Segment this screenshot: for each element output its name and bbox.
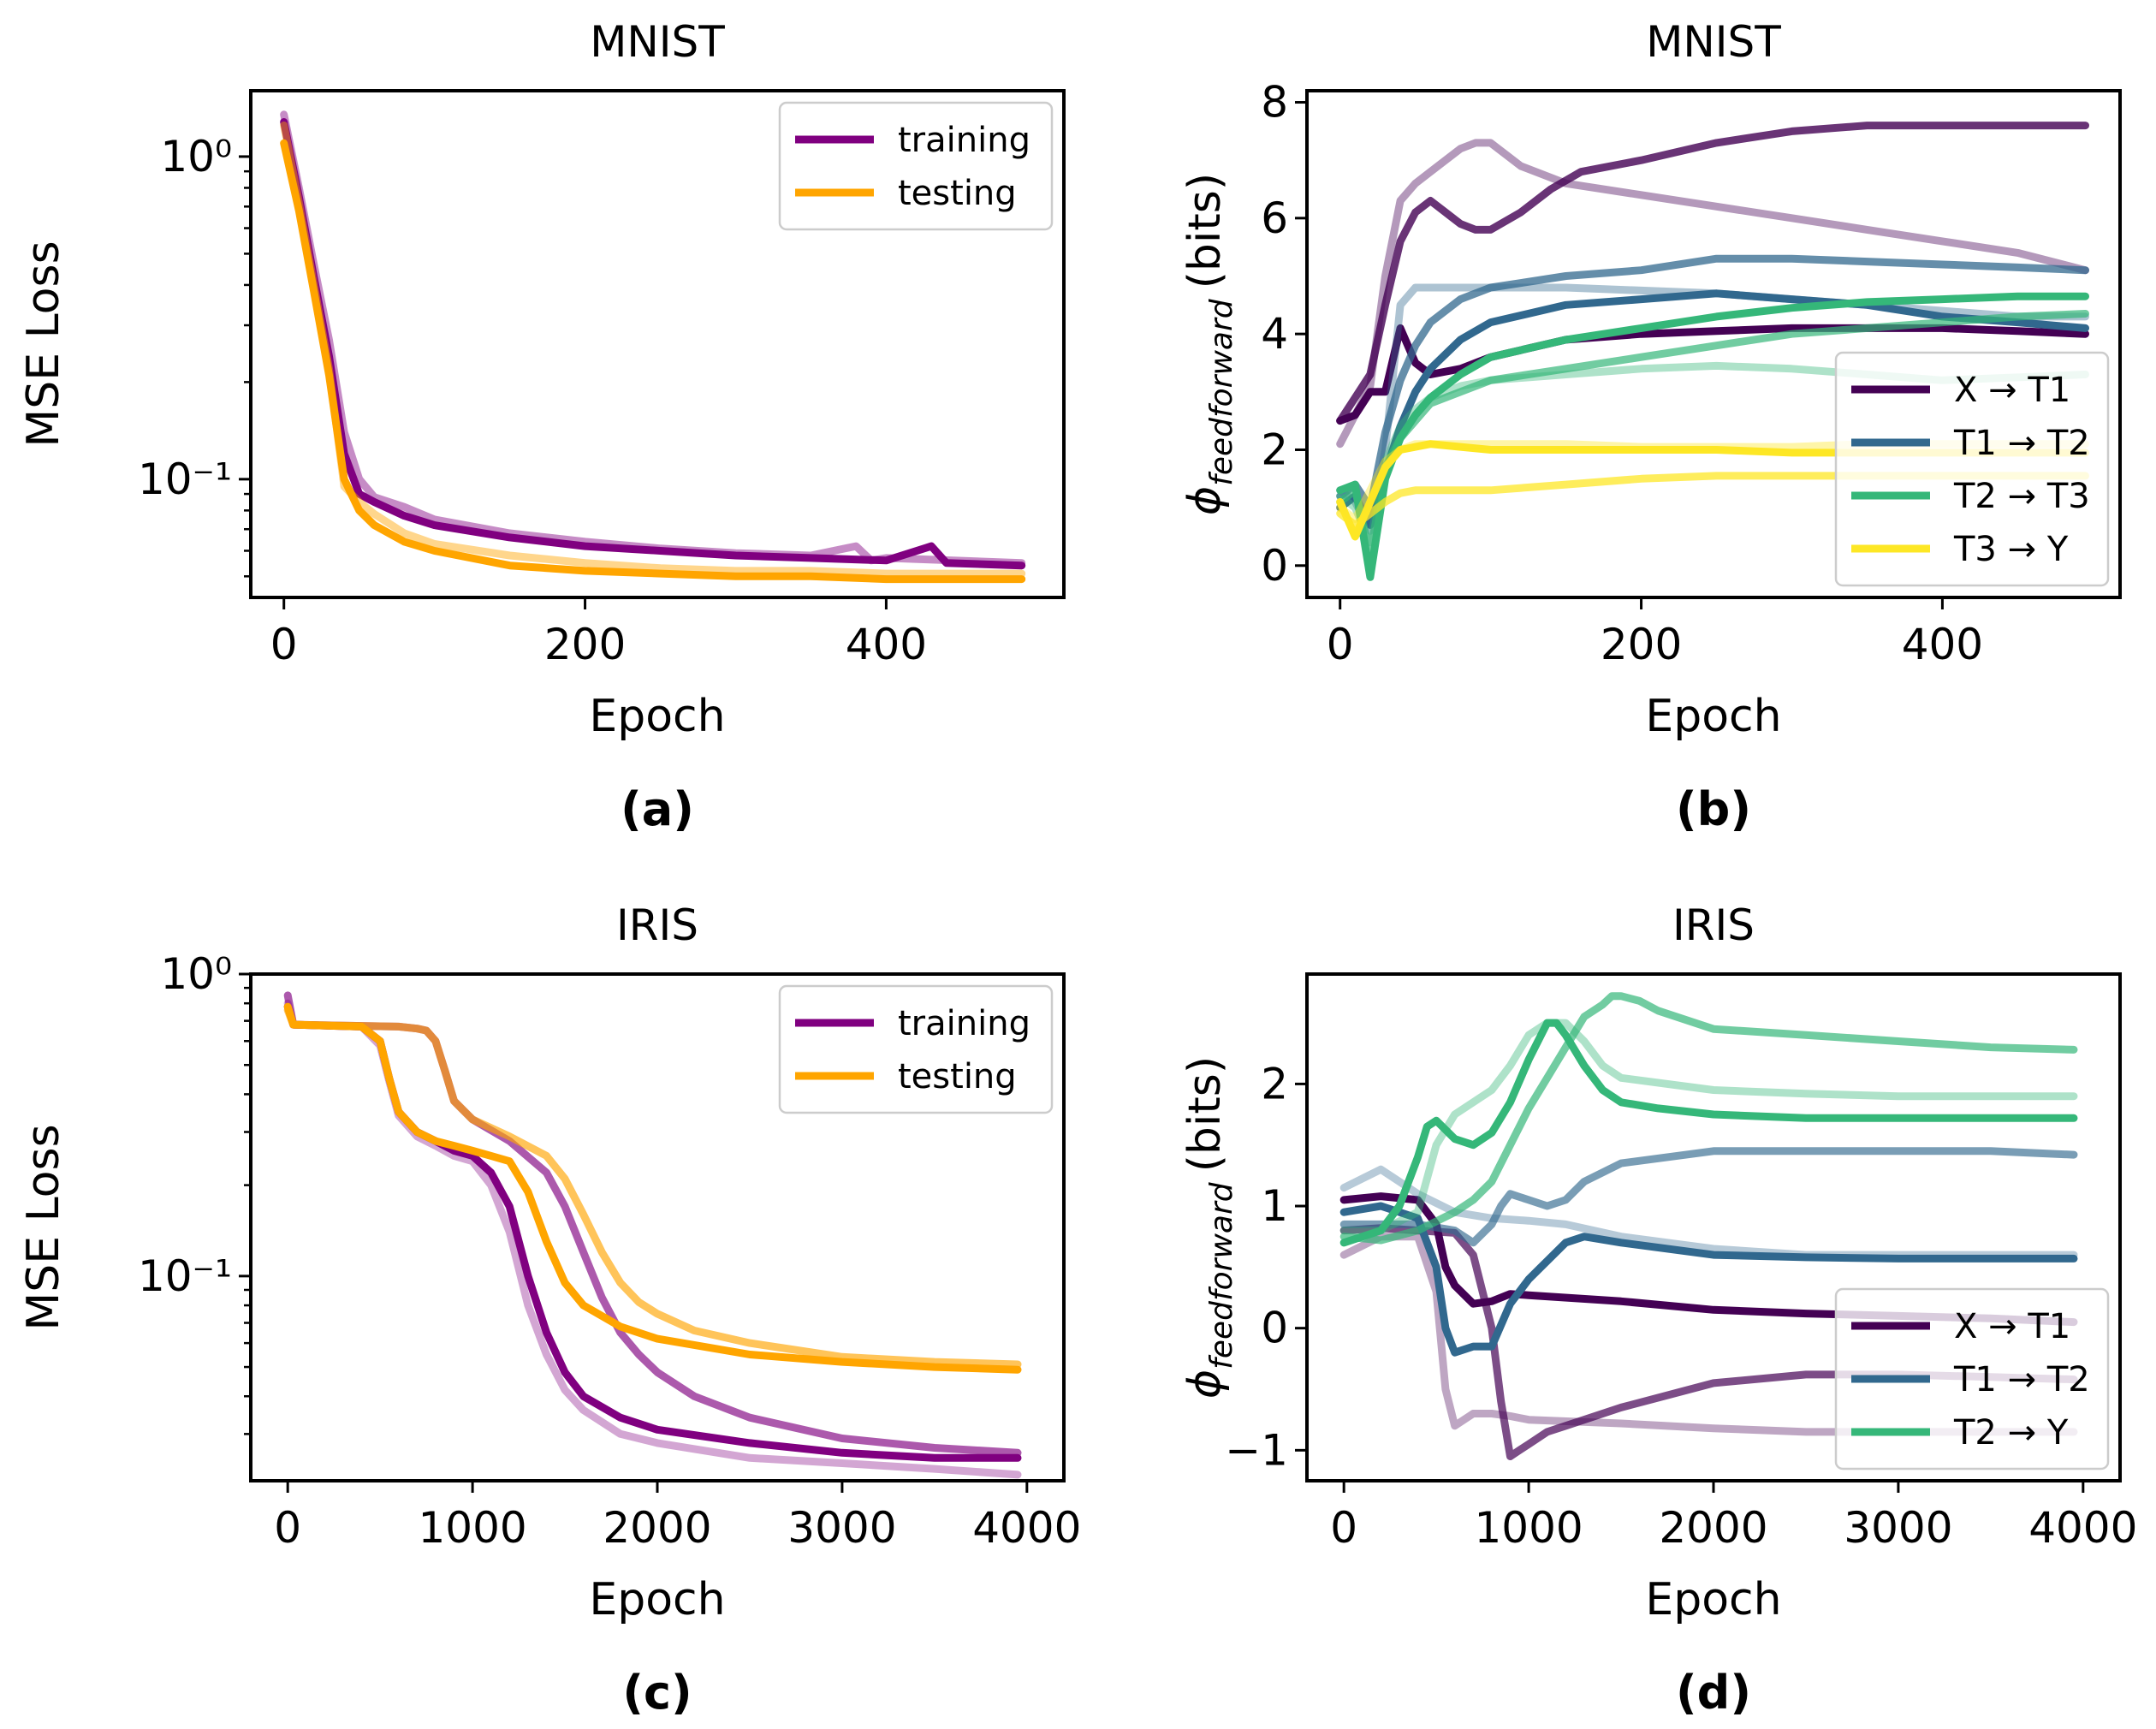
legend-label: X → T1 xyxy=(1954,1307,2070,1346)
series-line-0 xyxy=(1336,122,2089,425)
series-group xyxy=(280,110,1026,584)
legend: X → T1 T1 → T2 T2 → Y xyxy=(1834,1287,2110,1471)
x-axis-label: Epoch xyxy=(589,1574,725,1625)
legend-label: T1 → T2 xyxy=(1953,1360,2090,1399)
y-label-unit: (bits) xyxy=(1179,173,1231,289)
chart-title: MNIST xyxy=(1646,17,1781,67)
x-tick-label: 400 xyxy=(846,620,927,669)
x-tick-label: 2000 xyxy=(603,1503,711,1553)
series-line-5 xyxy=(1339,1165,2078,1259)
y-tick-label: 4 xyxy=(1261,309,1288,359)
series-group xyxy=(1339,992,2078,1460)
panel-caption: (c) xyxy=(622,1666,692,1720)
legend: training testing xyxy=(778,984,1054,1114)
plot-frame xyxy=(249,89,1066,599)
series-line-3 xyxy=(1339,1202,2078,1357)
legend: X → T1 T1 → T2 T2 → T3 T3 → Y xyxy=(1834,351,2110,587)
series-line-4 xyxy=(1336,254,2089,512)
x-tick-label: 400 xyxy=(1902,620,1983,669)
legend-label: testing xyxy=(898,174,1017,213)
series-line-7 xyxy=(1336,310,2089,558)
legend-label: T2 → T3 xyxy=(1953,477,2090,516)
y-tick-label: 0 xyxy=(1261,541,1288,591)
x-tick-label: 1000 xyxy=(418,1503,526,1553)
legend-label: T1 → T2 xyxy=(1953,424,2090,463)
series-line-7 xyxy=(1339,992,2078,1245)
y-axis-label: ϕfeedforward (bits) xyxy=(1179,1056,1239,1399)
plot-frame xyxy=(1305,89,2122,599)
y-tick-label: 1 xyxy=(1261,1181,1288,1231)
legend-label: T3 → Y xyxy=(1953,530,2069,569)
legend-label: X → T1 xyxy=(1954,371,2070,410)
y-axis-label: MSE Loss xyxy=(18,241,69,447)
y-label-symbol: ϕ xyxy=(1179,1370,1231,1399)
panel-b: MNIST 0 200 400 0 2 4 6 8 Epoch ϕfeedforward (bits)… xyxy=(1179,17,2122,836)
legend: training testing xyxy=(778,101,1054,231)
x-tick-label: 3000 xyxy=(787,1503,896,1553)
y-tick-label: 2 xyxy=(1261,1059,1288,1108)
series-line-4 xyxy=(283,1006,1022,1369)
legend-label: training xyxy=(898,1004,1030,1043)
series-line-6 xyxy=(1339,1019,2078,1247)
x-tick-label: 0 xyxy=(1330,1503,1357,1553)
x-tick-label: 0 xyxy=(274,1503,301,1553)
series-line-3 xyxy=(283,1002,1022,1374)
y-label-symbol: ϕ xyxy=(1179,486,1231,515)
legend-box xyxy=(778,984,1054,1114)
chart-title: IRIS xyxy=(1672,900,1755,950)
series-group xyxy=(283,991,1022,1479)
series-line-3 xyxy=(280,121,1026,578)
y-tick-label: 10⁰ xyxy=(160,132,232,181)
series-line-1 xyxy=(280,110,1026,567)
series-line-2 xyxy=(280,139,1026,584)
series-line-1 xyxy=(1336,139,2089,449)
y-label-subscript: feedforward xyxy=(1204,298,1239,486)
x-tick-label: 200 xyxy=(544,620,626,669)
legend-box xyxy=(778,101,1054,231)
y-label-unit: (bits) xyxy=(1179,1056,1231,1173)
y-tick-label: 2 xyxy=(1261,425,1288,474)
x-axis-label: Epoch xyxy=(589,691,725,742)
legend-label: testing xyxy=(898,1057,1017,1096)
legend-box xyxy=(1834,1287,2110,1471)
panel-caption: (d) xyxy=(1676,1666,1751,1720)
panel-caption: (a) xyxy=(621,782,694,836)
y-axis-label: ϕfeedforward (bits) xyxy=(1179,173,1239,515)
x-tick-label: 0 xyxy=(1327,620,1354,669)
chart-title: IRIS xyxy=(616,900,698,950)
x-tick-label: 2000 xyxy=(1659,1503,1767,1553)
x-tick-label: 0 xyxy=(270,620,298,669)
chart-title: MNIST xyxy=(590,17,725,67)
x-tick-label: 200 xyxy=(1601,620,1682,669)
x-tick-label: 4000 xyxy=(2028,1503,2137,1553)
y-tick-label: 6 xyxy=(1261,193,1288,243)
x-tick-label: 1000 xyxy=(1474,1503,1583,1553)
panel-d: IRIS 0 1000 2000 3000 4000 −1 0 1 2 Epoch ϕfeedforw… xyxy=(1179,900,2137,1720)
series-line-4 xyxy=(1339,1147,2078,1247)
panel-caption: (b) xyxy=(1676,782,1751,836)
y-tick-label: 10⁻¹ xyxy=(138,1251,232,1301)
legend-box xyxy=(1834,351,2110,587)
y-tick-label: 10⁰ xyxy=(160,949,232,999)
y-label-subscript: feedforward xyxy=(1204,1181,1239,1370)
panel-c: IRIS 0 1000 2000 3000 4000 10⁰ 10⁻¹ Epoch MSE Los… xyxy=(18,900,1081,1720)
x-axis-label: Epoch xyxy=(1645,1574,1781,1625)
y-tick-label: 0 xyxy=(1261,1304,1288,1353)
legend-label: training xyxy=(898,121,1030,160)
legend-label: T2 → Y xyxy=(1953,1413,2069,1453)
series-group xyxy=(1336,122,2089,581)
y-tick-label: −1 xyxy=(1225,1425,1288,1475)
x-tick-label: 4000 xyxy=(972,1503,1081,1553)
panel-a: MNIST 0 200 400 10⁰ 10⁻¹ Epoch MSE Loss training… xyxy=(18,17,1066,836)
y-tick-label: 10⁻¹ xyxy=(138,455,232,504)
x-axis-label: Epoch xyxy=(1645,691,1781,742)
y-axis-label: MSE Loss xyxy=(18,1124,69,1330)
x-tick-label: 3000 xyxy=(1844,1503,1952,1553)
y-tick-label: 8 xyxy=(1261,78,1288,128)
series-line-8 xyxy=(1339,1019,2078,1235)
